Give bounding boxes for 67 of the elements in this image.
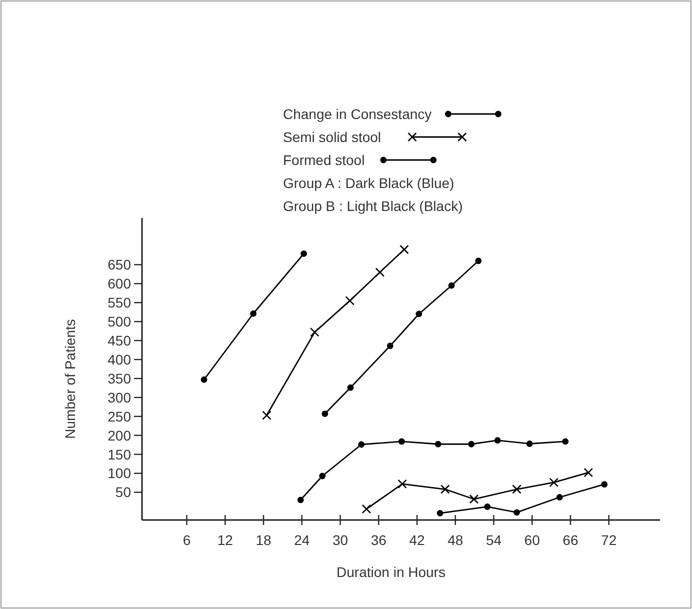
y-tick-label: 300	[108, 389, 132, 406]
point	[400, 244, 409, 254]
point	[262, 410, 272, 420]
point	[448, 282, 455, 289]
point	[319, 472, 326, 480]
x-tick-label: 60	[524, 532, 540, 548]
point	[358, 441, 365, 448]
y-tick-label: 350	[108, 370, 132, 386]
legend-label: Change in Consestancy	[283, 106, 432, 122]
point	[601, 481, 608, 488]
point	[362, 504, 372, 514]
point	[297, 496, 304, 504]
point	[347, 384, 354, 391]
point	[514, 509, 520, 516]
point	[469, 494, 479, 504]
point	[549, 478, 558, 488]
x-tick-label: 66	[562, 532, 578, 548]
point	[300, 250, 307, 257]
point	[398, 479, 407, 489]
x-tick-label: 54	[486, 532, 502, 548]
x-tick-label: 72	[601, 532, 617, 548]
point	[250, 310, 256, 317]
y-tick-label: 100	[108, 465, 132, 482]
point	[398, 438, 405, 445]
y-tick-label: 400	[108, 351, 132, 368]
point	[200, 376, 208, 383]
x-tick-label: 18	[256, 532, 272, 548]
point	[440, 484, 450, 494]
point	[526, 440, 533, 447]
x-tick-label: 6	[182, 532, 191, 548]
point	[468, 440, 475, 448]
point	[584, 468, 594, 478]
point	[310, 328, 320, 337]
y-tick-label: 450	[108, 332, 132, 348]
y-tick-label: 200	[108, 427, 132, 444]
text: Group B : Light Black (Black)	[283, 198, 463, 214]
point	[494, 437, 501, 444]
y-tick-label: 650	[108, 256, 132, 273]
point	[434, 440, 442, 448]
y-tick-label: 150	[108, 446, 132, 462]
point	[345, 296, 354, 306]
point	[416, 310, 422, 318]
legend-label: Formed stool	[283, 152, 365, 168]
y-axis-title: Number of Patients	[62, 319, 78, 439]
point	[475, 258, 482, 264]
point	[436, 510, 444, 516]
point	[375, 268, 385, 277]
point	[322, 410, 328, 417]
x-tick-label: 24	[294, 532, 310, 548]
y-tick-label: 550	[108, 294, 132, 311]
point	[556, 494, 563, 500]
point	[512, 484, 522, 494]
x-tick-label: 42	[409, 532, 425, 548]
text: Group A : Dark Black (Blue)	[283, 175, 454, 191]
point	[386, 342, 394, 350]
y-tick-label: 500	[108, 313, 132, 330]
y-tick-label: 250	[108, 408, 132, 424]
x-axis-title: Duration in Hours	[336, 564, 446, 580]
x-tick-label: 30	[332, 532, 348, 548]
point	[562, 438, 569, 445]
x-tick-label: 36	[370, 532, 387, 548]
y-tick-label: 50	[115, 484, 132, 500]
x-tick-label: 48	[448, 532, 464, 548]
y-tick-label: 600	[108, 276, 132, 292]
legend-label: Semi solid stool	[283, 129, 382, 145]
point	[484, 504, 491, 510]
x-tick-label: 12	[217, 532, 234, 548]
